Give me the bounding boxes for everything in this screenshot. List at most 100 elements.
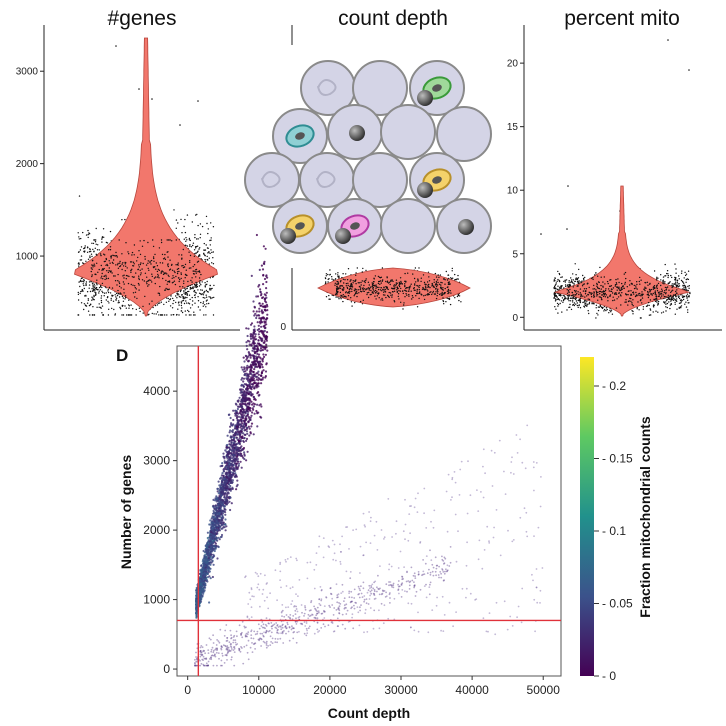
data-point — [105, 241, 108, 244]
data-point — [138, 277, 140, 279]
data-point — [668, 301, 670, 303]
data-point — [135, 314, 137, 316]
data-point — [642, 293, 644, 295]
data-point — [337, 282, 340, 284]
data-point — [183, 287, 185, 289]
outlier-point — [179, 124, 181, 126]
data-point — [375, 286, 377, 288]
data-point — [620, 295, 622, 297]
data-point — [152, 256, 155, 258]
data-point — [569, 303, 571, 306]
data-point — [343, 286, 345, 289]
data-point — [169, 305, 172, 307]
data-point — [83, 279, 86, 281]
data-point — [567, 291, 570, 293]
data-point — [91, 255, 93, 258]
data-point — [623, 287, 625, 289]
data-point — [374, 275, 377, 277]
data-point — [204, 290, 206, 293]
data-point — [192, 242, 195, 244]
data-point — [445, 270, 447, 273]
data-point — [612, 299, 614, 302]
data-point — [93, 283, 96, 285]
data-point — [365, 279, 367, 282]
data-point — [367, 281, 370, 283]
data-point — [672, 299, 675, 301]
data-point — [109, 292, 112, 294]
data-point — [372, 289, 375, 291]
data-point — [164, 314, 166, 316]
data-point — [638, 280, 640, 283]
data-point — [111, 261, 114, 264]
data-point — [408, 288, 410, 290]
data-point — [606, 308, 608, 311]
data-point — [663, 297, 665, 300]
data-point — [683, 277, 685, 279]
data-point — [80, 246, 83, 248]
data-point — [133, 244, 136, 246]
data-point — [393, 284, 396, 286]
data-point — [154, 282, 156, 285]
data-point — [111, 272, 113, 274]
data-point — [187, 302, 190, 304]
data-point — [656, 276, 658, 278]
data-point — [168, 239, 170, 241]
data-point — [115, 255, 118, 257]
data-point — [588, 286, 590, 289]
data-point — [121, 263, 123, 265]
data-point — [206, 280, 208, 283]
data-point — [413, 287, 415, 290]
data-point — [146, 276, 148, 278]
data-point — [683, 287, 685, 289]
data-point — [92, 264, 94, 267]
data-point — [380, 287, 382, 289]
data-point — [210, 297, 212, 300]
data-point — [636, 288, 638, 290]
data-point — [107, 291, 110, 294]
data-point — [396, 282, 398, 284]
data-point — [644, 289, 646, 292]
data-point — [405, 290, 408, 292]
data-point — [669, 281, 671, 283]
data-point — [92, 242, 95, 245]
data-point — [101, 241, 103, 243]
data-point — [569, 288, 571, 291]
data-point — [77, 251, 80, 253]
data-point — [180, 272, 182, 274]
data-point — [328, 294, 330, 297]
data-point — [422, 274, 425, 276]
data-point — [603, 290, 606, 293]
data-point — [351, 288, 353, 290]
data-point — [458, 295, 461, 297]
data-point — [570, 308, 573, 311]
data-point — [152, 239, 154, 241]
data-point — [377, 292, 379, 294]
bead — [280, 228, 296, 244]
data-point — [186, 274, 188, 277]
data-point — [681, 295, 683, 297]
data-point — [568, 281, 570, 283]
data-point — [400, 280, 402, 283]
data-point — [117, 289, 119, 292]
outlier-point — [197, 100, 199, 102]
data-point — [108, 308, 110, 310]
data-point — [138, 266, 140, 268]
data-point — [175, 219, 178, 221]
data-point — [617, 278, 619, 280]
data-point — [90, 303, 92, 305]
data-point — [360, 281, 362, 284]
data-point — [604, 296, 607, 298]
data-point — [677, 296, 680, 299]
data-point — [93, 263, 95, 265]
data-point — [206, 299, 208, 301]
data-point — [386, 280, 389, 282]
data-point — [433, 293, 436, 295]
data-point — [95, 287, 97, 289]
data-point — [190, 279, 192, 282]
data-point — [583, 279, 585, 281]
data-point — [92, 286, 94, 288]
data-point — [197, 306, 200, 308]
data-point — [562, 299, 565, 302]
data-point — [205, 306, 207, 308]
data-point — [578, 268, 580, 271]
